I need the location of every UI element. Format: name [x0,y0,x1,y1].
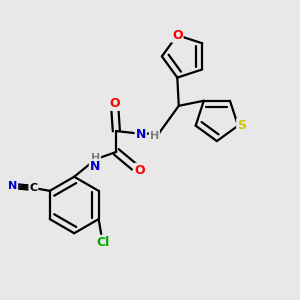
Text: H: H [150,130,159,140]
Text: N: N [8,182,17,191]
Text: O: O [134,164,145,177]
Text: O: O [172,29,183,42]
Text: S: S [237,119,246,132]
Text: Cl: Cl [97,236,110,249]
Text: O: O [110,97,120,110]
Text: N: N [90,160,100,173]
Text: N: N [136,128,146,140]
Text: C: C [29,183,38,193]
Text: H: H [91,153,100,163]
